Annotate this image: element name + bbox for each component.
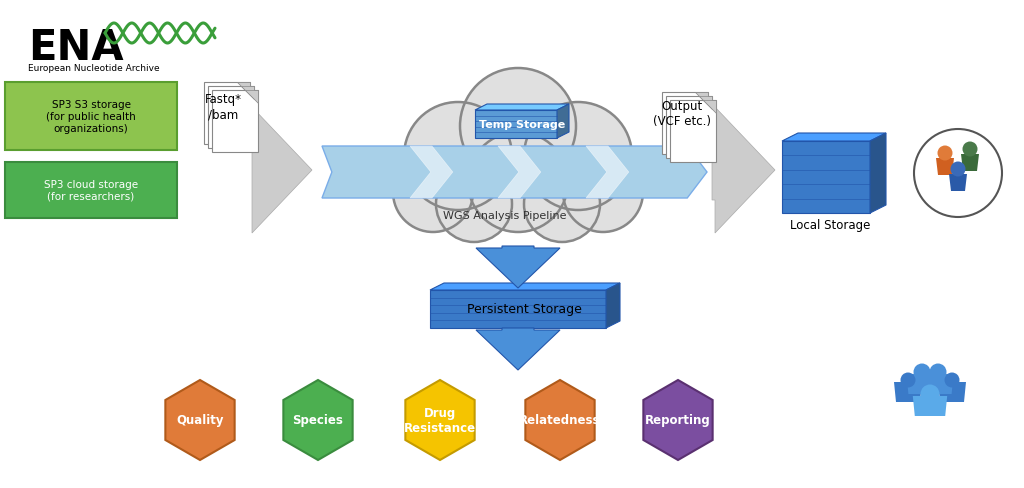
Text: Species: Species (293, 414, 343, 427)
Circle shape (393, 153, 473, 232)
Polygon shape (782, 134, 886, 142)
Text: Reporting: Reporting (645, 414, 711, 427)
Text: Drug
Resistance: Drug Resistance (403, 406, 476, 434)
Circle shape (963, 142, 978, 157)
Polygon shape (695, 93, 708, 106)
Circle shape (436, 167, 512, 243)
Polygon shape (406, 380, 475, 460)
Circle shape (460, 69, 575, 184)
Circle shape (524, 167, 600, 243)
Circle shape (524, 103, 632, 210)
Polygon shape (670, 101, 716, 163)
Text: WGS Analysis Pipeline: WGS Analysis Pipeline (443, 210, 566, 221)
Polygon shape (430, 284, 620, 290)
Polygon shape (476, 246, 560, 288)
Polygon shape (430, 290, 606, 328)
Circle shape (950, 162, 966, 177)
Polygon shape (476, 328, 560, 370)
Polygon shape (204, 83, 250, 145)
Polygon shape (894, 382, 922, 402)
Circle shape (914, 130, 1002, 218)
Circle shape (900, 373, 915, 387)
Text: ENA: ENA (28, 27, 124, 69)
Polygon shape (252, 108, 312, 234)
FancyBboxPatch shape (5, 163, 177, 219)
Circle shape (921, 385, 939, 404)
Circle shape (930, 364, 946, 381)
Polygon shape (525, 380, 595, 460)
Polygon shape (606, 284, 620, 328)
Polygon shape (586, 147, 629, 199)
Text: Local Storage: Local Storage (790, 219, 870, 231)
Polygon shape (912, 396, 947, 416)
Polygon shape (475, 111, 557, 139)
Circle shape (938, 146, 952, 161)
Polygon shape (557, 105, 569, 139)
Polygon shape (241, 87, 254, 100)
Circle shape (468, 133, 568, 232)
Polygon shape (936, 159, 954, 176)
Text: Persistent Storage: Persistent Storage (467, 303, 582, 316)
Text: European Nucleotide Archive: European Nucleotide Archive (28, 64, 160, 73)
Polygon shape (284, 380, 352, 460)
Polygon shape (662, 93, 708, 155)
Polygon shape (410, 147, 453, 199)
Polygon shape (923, 374, 953, 394)
Polygon shape (643, 380, 713, 460)
Polygon shape (938, 382, 966, 402)
Polygon shape (165, 380, 234, 460)
Text: Relatedness: Relatedness (519, 414, 601, 427)
Polygon shape (961, 155, 979, 172)
Polygon shape (498, 147, 541, 199)
Polygon shape (870, 134, 886, 214)
Text: SP3 S3 storage
(for public health
organizations): SP3 S3 storage (for public health organi… (46, 100, 136, 133)
Polygon shape (245, 91, 258, 103)
Circle shape (913, 364, 931, 381)
Polygon shape (712, 108, 775, 234)
Polygon shape (208, 87, 254, 149)
Text: Quality: Quality (176, 414, 224, 427)
Polygon shape (666, 97, 712, 159)
Text: Fastq*
/bam: Fastq* /bam (205, 93, 242, 121)
FancyBboxPatch shape (5, 83, 177, 151)
Circle shape (944, 373, 959, 387)
Polygon shape (703, 101, 716, 114)
Polygon shape (238, 83, 250, 96)
Text: SP3 cloud storage
(for researchers): SP3 cloud storage (for researchers) (44, 180, 138, 202)
Polygon shape (475, 105, 569, 111)
Polygon shape (322, 147, 707, 199)
Text: Output
(VCF etc.): Output (VCF etc.) (653, 100, 711, 128)
Circle shape (563, 153, 643, 232)
Polygon shape (949, 175, 967, 192)
Polygon shape (699, 97, 712, 110)
Polygon shape (906, 374, 938, 394)
Polygon shape (782, 142, 870, 214)
Text: Temp Storage: Temp Storage (479, 120, 565, 130)
Circle shape (404, 103, 512, 210)
Polygon shape (212, 91, 258, 153)
